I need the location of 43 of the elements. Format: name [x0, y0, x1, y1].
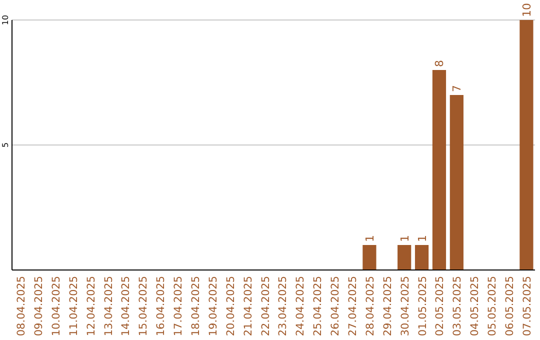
x-tick-label: 17.04.2025: [172, 276, 185, 336]
bar: [432, 70, 446, 270]
data-label: 10: [520, 3, 534, 17]
x-tick-label: 18.04.2025: [190, 276, 202, 336]
data-label: 8: [433, 60, 446, 67]
x-tick-label: 20.04.2025: [224, 276, 237, 336]
bar: [520, 20, 534, 270]
x-tick-label: 09.04.2025: [32, 276, 45, 336]
x-tick-label: 06.05.2025: [504, 276, 516, 336]
x-tick-label: 30.04.2025: [399, 276, 412, 336]
x-tick-label: 23.04.2025: [277, 276, 290, 336]
x-tick-label: 16.04.2025: [155, 276, 168, 336]
data-label: 7: [450, 85, 464, 92]
x-tick-label: 27.04.2025: [347, 276, 359, 336]
x-tick-label: 19.04.2025: [207, 276, 220, 336]
bar: [362, 245, 376, 270]
x-tick-label: 29.04.2025: [382, 276, 394, 336]
bar: [450, 95, 464, 270]
x-tick-label: 13.04.2025: [102, 276, 115, 336]
x-tick-label: 15.04.2025: [138, 276, 150, 336]
data-label: 1: [363, 235, 376, 242]
x-tick-label: 07.05.2025: [521, 276, 534, 336]
x-tick-label: 14.04.2025: [120, 276, 132, 336]
data-label: 1: [398, 235, 412, 242]
x-tick-label: 28.04.2025: [364, 276, 376, 336]
x-tick-label: 22.04.2025: [260, 276, 272, 336]
x-tick-label: 04.05.2025: [469, 276, 482, 336]
x-tick-label: 25.04.2025: [312, 276, 324, 336]
data-label: 1: [416, 235, 429, 242]
x-tick-label: 21.04.2025: [242, 276, 254, 336]
x-tick-label: 24.04.2025: [294, 276, 307, 336]
x-tick-label: 01.05.2025: [416, 276, 429, 336]
x-tick-label: 11.04.2025: [68, 276, 80, 336]
bar: [398, 245, 412, 270]
x-tick-label: 05.05.2025: [486, 276, 499, 336]
x-tick-label: 12.04.2025: [85, 276, 98, 336]
x-tick-label: 08.04.2025: [16, 276, 28, 336]
y-tick-label: 5: [1, 142, 10, 148]
x-tick-label: 02.05.2025: [434, 276, 446, 336]
x-tick-label: 10.04.2025: [50, 276, 62, 336]
bar: [414, 245, 429, 270]
x-tick-label: 26.04.2025: [330, 276, 342, 336]
x-tick-label: 03.05.2025: [452, 276, 464, 336]
